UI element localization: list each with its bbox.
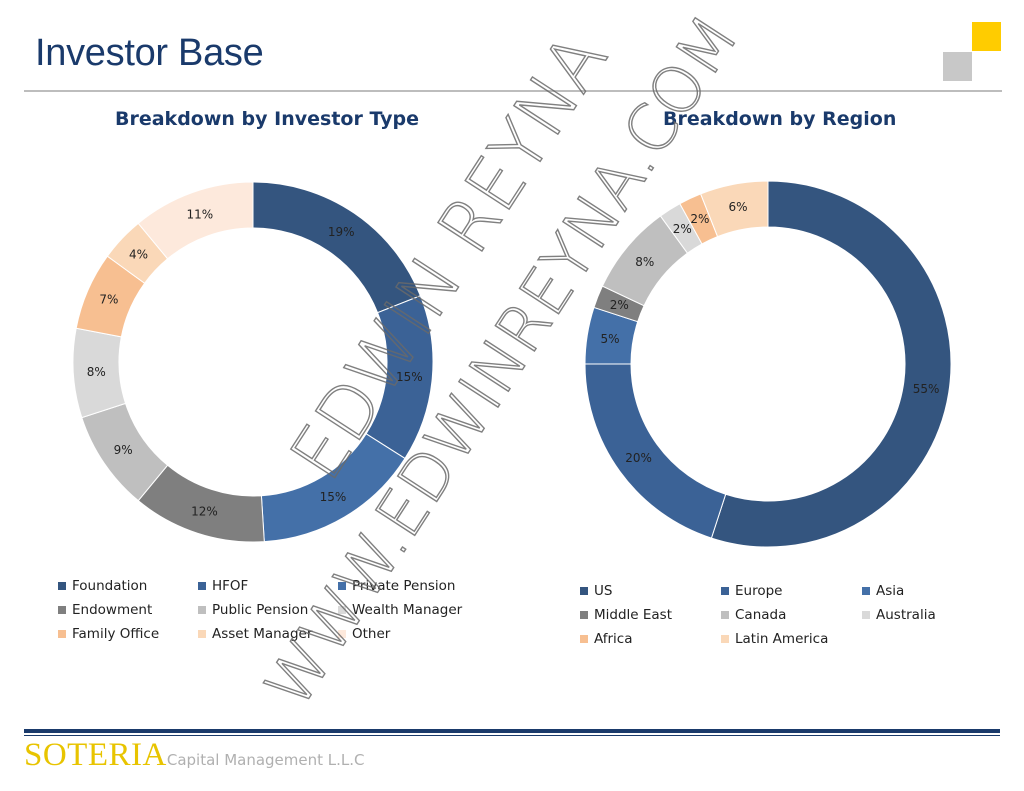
data-label-canada: 8% bbox=[635, 255, 654, 269]
legend-swatch bbox=[862, 611, 870, 619]
data-label-other: 11% bbox=[186, 207, 213, 221]
slice-other bbox=[137, 181, 254, 260]
legend-item-australia: Australia bbox=[862, 607, 936, 623]
legend-label: Asset Manager bbox=[212, 626, 313, 642]
data-label-asia: 5% bbox=[600, 332, 619, 346]
slice-latin-america bbox=[699, 180, 769, 238]
data-label-family-office: 7% bbox=[99, 293, 118, 307]
data-label-middle-east: 2% bbox=[610, 298, 629, 312]
data-label-private-pension: 15% bbox=[320, 490, 347, 504]
data-label-endowment: 12% bbox=[191, 504, 218, 518]
header-divider bbox=[24, 90, 1002, 92]
footer-divider-thick bbox=[24, 729, 1000, 733]
logo-square-gray bbox=[943, 52, 972, 81]
legend-swatch bbox=[862, 587, 870, 595]
chart-title-investor-type: Breakdown by Investor Type bbox=[115, 108, 420, 130]
data-label-us: 55% bbox=[913, 382, 940, 396]
legend-label: Family Office bbox=[72, 626, 160, 642]
legend-item-asset-manager: Asset Manager bbox=[198, 626, 312, 642]
data-label-wealth-manager: 8% bbox=[87, 365, 106, 379]
legend-item-foundation: Foundation bbox=[58, 578, 147, 594]
legend-swatch bbox=[721, 587, 729, 595]
legend-swatch bbox=[580, 611, 588, 619]
legend-swatch bbox=[198, 582, 206, 590]
legend-item-canada: Canada bbox=[721, 607, 786, 623]
legend-item-public-pension: Public Pension bbox=[198, 602, 308, 618]
legend-label: Public Pension bbox=[212, 602, 309, 618]
legend-label: Europe bbox=[735, 583, 783, 599]
brand-subtitle: Capital Management L.L.C bbox=[166, 751, 365, 769]
data-label-asset-manager: 4% bbox=[129, 248, 148, 262]
chart-title-region: Breakdown by Region bbox=[663, 108, 897, 130]
data-label-public-pension: 9% bbox=[114, 443, 133, 457]
legend-label: US bbox=[594, 583, 613, 599]
legend-item-us: US bbox=[580, 583, 612, 599]
legend-item-private-pension: Private Pension bbox=[338, 578, 455, 594]
legend-label: Foundation bbox=[72, 578, 148, 594]
slice-private-pension bbox=[260, 433, 406, 543]
legend-label: Private Pension bbox=[352, 578, 456, 594]
slice-foundation bbox=[252, 181, 422, 314]
legend-label: Africa bbox=[594, 631, 633, 647]
data-label-africa: 2% bbox=[690, 212, 709, 226]
legend-label: Australia bbox=[876, 607, 936, 623]
legend-swatch bbox=[338, 582, 346, 590]
legend-label: Canada bbox=[735, 607, 787, 623]
legend-swatch bbox=[338, 606, 346, 614]
legend-item-africa: Africa bbox=[580, 631, 633, 647]
data-label-foundation: 19% bbox=[328, 225, 355, 239]
legend-swatch bbox=[721, 635, 729, 643]
legend-label: Other bbox=[352, 626, 391, 642]
legend-item-family-office: Family Office bbox=[58, 626, 159, 642]
page-title: Investor Base bbox=[35, 32, 264, 74]
slice-us bbox=[710, 180, 952, 548]
footer-brand: SOTERIACapital Management L.L.C bbox=[24, 737, 365, 774]
legend-swatch bbox=[721, 611, 729, 619]
legend-swatch bbox=[58, 606, 66, 614]
data-label-australia: 2% bbox=[673, 222, 692, 236]
legend-swatch bbox=[198, 606, 206, 614]
slice-europe bbox=[584, 363, 727, 539]
legend-item-other: Other bbox=[338, 626, 390, 642]
legend-label: Wealth Manager bbox=[352, 602, 463, 618]
legend-item-hfof: HFOF bbox=[198, 578, 248, 594]
legend-label: HFOF bbox=[212, 578, 249, 594]
legend-item-asia: Asia bbox=[862, 583, 904, 599]
legend-label: Asia bbox=[876, 583, 905, 599]
legend-item-latin-america: Latin America bbox=[721, 631, 828, 647]
legend-item-endowment: Endowment bbox=[58, 602, 152, 618]
legend-swatch bbox=[580, 635, 588, 643]
legend-swatch bbox=[58, 582, 66, 590]
legend-label: Middle East bbox=[594, 607, 673, 623]
footer-divider-thin bbox=[24, 735, 1000, 736]
data-label-latin-america: 6% bbox=[728, 200, 747, 214]
legend-label: Endowment bbox=[72, 602, 153, 618]
legend-item-wealth-manager: Wealth Manager bbox=[338, 602, 462, 618]
brand-name: SOTERIA bbox=[24, 737, 167, 773]
legend-item-middle-east: Middle East bbox=[580, 607, 672, 623]
legend-swatch bbox=[58, 630, 66, 638]
legend-swatch bbox=[198, 630, 206, 638]
data-label-europe: 20% bbox=[625, 451, 652, 465]
legend-swatch bbox=[338, 630, 346, 638]
logo-square-yellow bbox=[972, 22, 1001, 51]
legend-label: Latin America bbox=[735, 631, 829, 647]
legend-swatch bbox=[580, 587, 588, 595]
data-label-hfof: 15% bbox=[396, 370, 423, 384]
legend-item-europe: Europe bbox=[721, 583, 782, 599]
